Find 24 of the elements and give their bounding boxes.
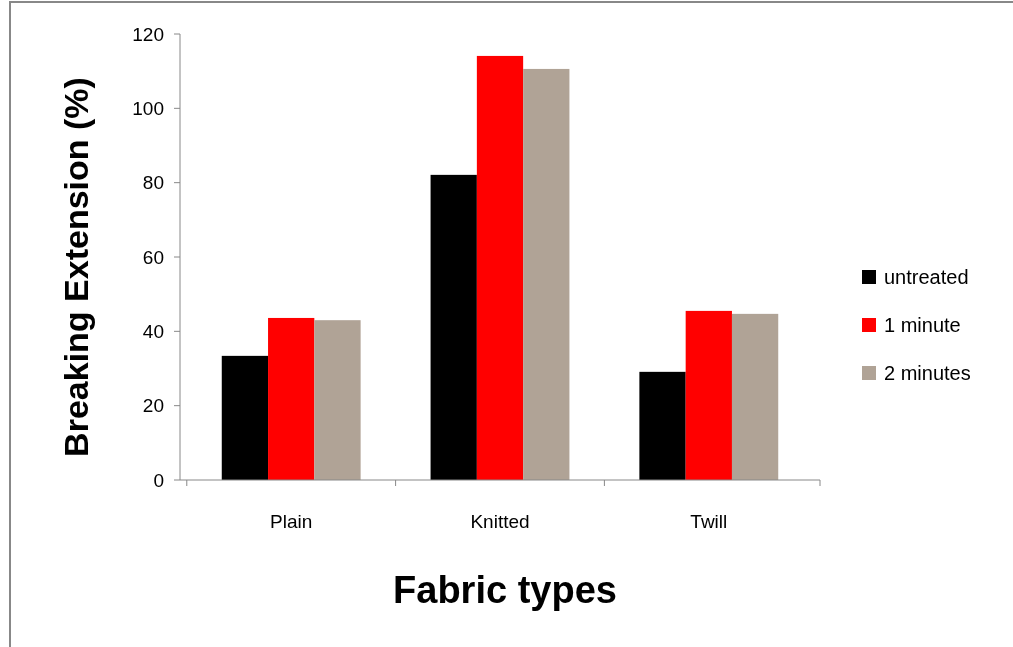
- legend-label: 2 minutes: [884, 362, 971, 384]
- bar: [430, 174, 477, 480]
- bar: [268, 317, 315, 480]
- bar: [639, 371, 686, 480]
- bar: [523, 68, 570, 480]
- bar: [476, 55, 524, 480]
- y-tick-label: 40: [142, 320, 164, 342]
- y-tick-label: 100: [132, 97, 164, 119]
- bar: [314, 320, 361, 480]
- x-tick-label: Knitted: [470, 511, 530, 532]
- bar: [731, 313, 779, 480]
- x-tick-label: Plain: [270, 511, 313, 532]
- bar: [221, 355, 269, 480]
- y-tick-label: 0: [153, 469, 164, 491]
- y-axis-title: Breaking Extension (%): [57, 77, 95, 457]
- y-tick-label: 120: [132, 23, 164, 45]
- y-tick-label: 60: [142, 246, 164, 268]
- y-tick-label: 80: [142, 172, 164, 194]
- x-axis-title: Fabric types: [393, 569, 617, 611]
- bar: [685, 310, 732, 480]
- x-tick-label: Twill: [690, 511, 728, 532]
- legend-label: untreated: [884, 266, 969, 288]
- legend-label: 1 minute: [884, 314, 961, 336]
- y-tick-label: 20: [142, 395, 164, 417]
